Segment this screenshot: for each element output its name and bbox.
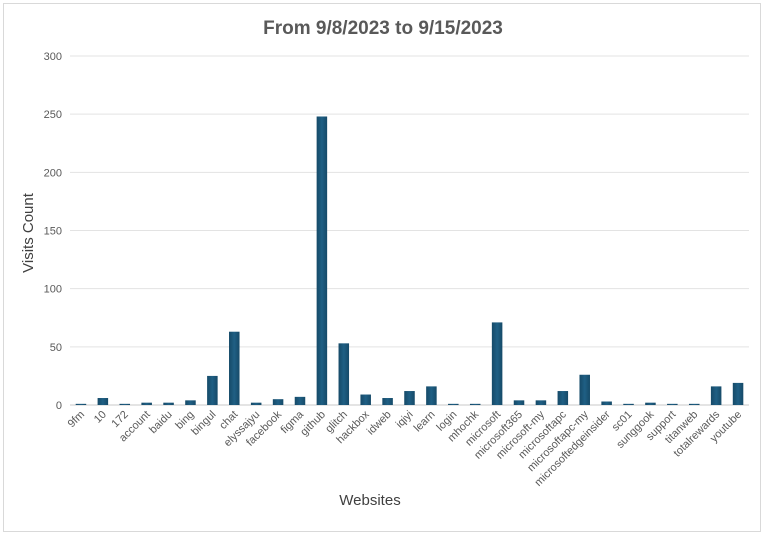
- y-tick-label: 100: [44, 284, 62, 296]
- bar-bingul: [207, 375, 218, 405]
- bar-support: [667, 403, 678, 405]
- y-tick-label: 50: [50, 342, 62, 354]
- bar-baidu: [163, 402, 174, 405]
- bar-microsoftapc: [557, 391, 569, 405]
- x-axis-ticks: 9fm 10 172accountbaidubingbingulchatelyssa…: [66, 408, 745, 489]
- bar-chat: [229, 331, 240, 405]
- bars: [75, 116, 744, 405]
- x-axis-title: Websites: [339, 492, 400, 509]
- bar-microsoft365: [513, 400, 525, 405]
- chart-title: From 9/8/2023 to 9/15/2023: [263, 18, 503, 39]
- y-axis-title: Visits Count: [20, 192, 37, 273]
- bar-iqiyi: [404, 391, 415, 405]
- y-tick-label: 250: [44, 109, 62, 121]
- gridlines: [70, 55, 749, 406]
- bar-elyssajyu: [250, 402, 262, 405]
- bar-sc01: [623, 403, 634, 405]
- y-tick-label: 200: [44, 167, 62, 179]
- bar-hackbox: [360, 394, 371, 405]
- bar-sunggook: [645, 402, 656, 405]
- bar-microsoftedgeinsider: [601, 401, 612, 405]
- x-tick-label: learn: [412, 409, 438, 435]
- y-axis-ticks: 0 50 100 150 200 250 300: [44, 51, 62, 412]
- bar-microsoft: [491, 322, 503, 405]
- bar-totalrewards: [710, 386, 722, 405]
- bar-bing: [185, 400, 196, 405]
- x-tick-label: github: [298, 409, 328, 439]
- x-tick-label: 10: [92, 409, 109, 426]
- bar-figma: [294, 396, 306, 405]
- bar-10: [97, 398, 109, 405]
- bar-172: [119, 403, 131, 405]
- x-tick-label: idweb: [365, 409, 394, 438]
- y-tick-label: 300: [44, 51, 62, 63]
- bar-account: [141, 402, 152, 405]
- y-tick-label: 150: [44, 226, 62, 238]
- bar-microsoft-my: [535, 400, 547, 405]
- bar-titanweb: [688, 403, 700, 405]
- bar-learn: [426, 386, 437, 405]
- bar-github: [316, 116, 328, 405]
- bar-youtube: [732, 382, 744, 405]
- bar-mhochk: [469, 403, 481, 405]
- bar-facebook: [272, 399, 284, 405]
- bar-chart: From 9/8/2023 to 9/15/2023 0 50 100 150 200 2…: [20, 18, 749, 509]
- x-tick-label: 9fm: [66, 409, 87, 430]
- bar-login: [448, 403, 459, 405]
- chart-frame: From 9/8/2023 to 9/15/2023 0 50 100 150 200 2…: [3, 3, 761, 532]
- x-tick-label: baidu: [147, 409, 175, 437]
- x-tick-label: bingul: [189, 409, 218, 438]
- bar-glitch: [338, 343, 350, 405]
- y-tick-label: 0: [56, 400, 62, 412]
- bar-9fm: [75, 403, 87, 405]
- bar-microsoftapc-my: [579, 374, 590, 405]
- bar-idweb: [382, 398, 393, 405]
